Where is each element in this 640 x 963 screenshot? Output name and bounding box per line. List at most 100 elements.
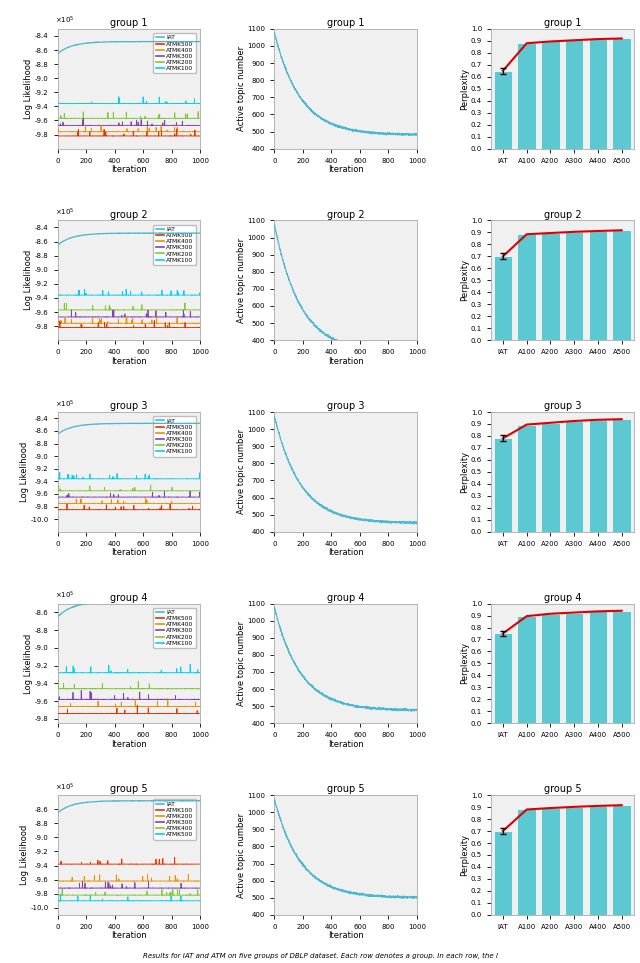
ATMK300 (54, 693, 61, 705)
Title: group 3: group 3 (110, 402, 148, 411)
Bar (589, 420, 607, 532)
IAT (196, 36, 204, 47)
ATMK200 (163, 683, 171, 694)
IAT (196, 227, 204, 239)
ATMK400 (122, 311, 130, 323)
ATMK400 (116, 498, 124, 509)
ATMK100 (123, 473, 131, 484)
Line: ATMK200: ATMK200 (58, 874, 200, 881)
ATMK200 (111, 485, 119, 497)
ATMK500 (54, 708, 61, 719)
ATMK200 (54, 485, 61, 497)
Bar (565, 40, 584, 148)
ATMK100 (196, 666, 204, 678)
ATMK100 (116, 98, 124, 110)
ATMK400 (165, 701, 173, 713)
ATMK100 (196, 290, 204, 301)
ATMK300 (196, 491, 204, 503)
Line: ATMK500: ATMK500 (58, 321, 200, 327)
Line: ATMK200: ATMK200 (58, 485, 200, 491)
ATMK400 (152, 318, 159, 329)
ATMK300 (132, 119, 140, 131)
ATMK100 (68, 473, 76, 484)
ATMK500 (116, 130, 124, 142)
ATMK200 (189, 113, 197, 124)
ATMK100 (125, 290, 132, 301)
ATMK400 (124, 318, 131, 329)
ATMK200 (165, 683, 173, 694)
ATMK500 (122, 504, 129, 515)
Bar (612, 419, 631, 532)
ATMK300 (77, 685, 85, 696)
ATMK100 (111, 858, 119, 870)
Y-axis label: Perplexity: Perplexity (460, 451, 469, 493)
ATMK400 (111, 318, 119, 329)
ATMK400 (68, 126, 76, 138)
Y-axis label: Log Likelihood: Log Likelihood (24, 250, 33, 310)
X-axis label: Iteration: Iteration (111, 548, 147, 558)
ATMK300 (111, 119, 119, 131)
ATMK300 (165, 693, 173, 705)
ATMK200 (196, 113, 204, 124)
Line: IAT: IAT (58, 800, 200, 813)
IAT (68, 602, 76, 613)
Text: $\times10^5$: $\times10^5$ (55, 590, 74, 601)
X-axis label: Iteration: Iteration (328, 356, 364, 366)
Title: group 4: group 4 (327, 593, 364, 603)
Title: group 4: group 4 (543, 593, 581, 603)
ATMK500 (134, 699, 141, 711)
ATMK300 (112, 693, 120, 705)
Title: group 2: group 2 (543, 210, 581, 220)
Bar (589, 612, 607, 723)
ATMK100 (168, 473, 175, 484)
ATMK300 (54, 491, 61, 503)
ATMK300 (196, 311, 204, 323)
Y-axis label: Perplexity: Perplexity (460, 67, 469, 110)
IAT (54, 48, 61, 60)
ATMK500 (152, 504, 159, 515)
ATMK200 (68, 875, 76, 887)
IAT (152, 418, 159, 429)
IAT (162, 794, 170, 806)
ATMK200 (108, 304, 115, 316)
ATMK300 (196, 119, 204, 131)
ATMK500 (111, 130, 119, 142)
Bar (612, 39, 631, 148)
Y-axis label: Log Likelihood: Log Likelihood (24, 634, 33, 693)
ATMK200 (111, 304, 119, 316)
ATMK200 (152, 683, 159, 694)
Title: group 1: group 1 (110, 18, 148, 28)
ATMK400 (196, 126, 204, 138)
Line: ATMK200: ATMK200 (58, 680, 200, 689)
ATMK400 (113, 890, 120, 901)
Bar (541, 423, 560, 532)
Line: ATMK200: ATMK200 (58, 303, 200, 310)
ATMK500 (152, 130, 159, 142)
Line: ATMK200: ATMK200 (58, 112, 200, 118)
ATMK400 (196, 498, 204, 509)
ATMK500 (54, 322, 61, 333)
ATMK100 (165, 289, 173, 300)
ATMK500 (152, 708, 159, 719)
ATMK500 (68, 130, 76, 142)
Line: ATMK100: ATMK100 (58, 473, 200, 479)
ATMK100 (68, 98, 76, 110)
Line: ATMK400: ATMK400 (58, 498, 200, 504)
ATMK500 (152, 895, 159, 906)
ATMK400 (168, 495, 175, 507)
ATMK300 (165, 491, 173, 503)
ATMK300 (110, 304, 118, 316)
ATMK100 (68, 858, 76, 870)
IAT (168, 418, 175, 429)
ATMK400 (81, 126, 89, 138)
ATMK500 (168, 708, 175, 719)
ATMK200 (165, 485, 173, 497)
ATMK500 (173, 123, 180, 135)
IAT (116, 36, 124, 47)
X-axis label: Iteration: Iteration (111, 931, 147, 940)
ATMK100 (111, 667, 119, 679)
ATMK200 (165, 875, 173, 887)
IAT (165, 418, 173, 429)
ATMK100 (152, 473, 159, 484)
Line: ATMK300: ATMK300 (58, 310, 200, 317)
